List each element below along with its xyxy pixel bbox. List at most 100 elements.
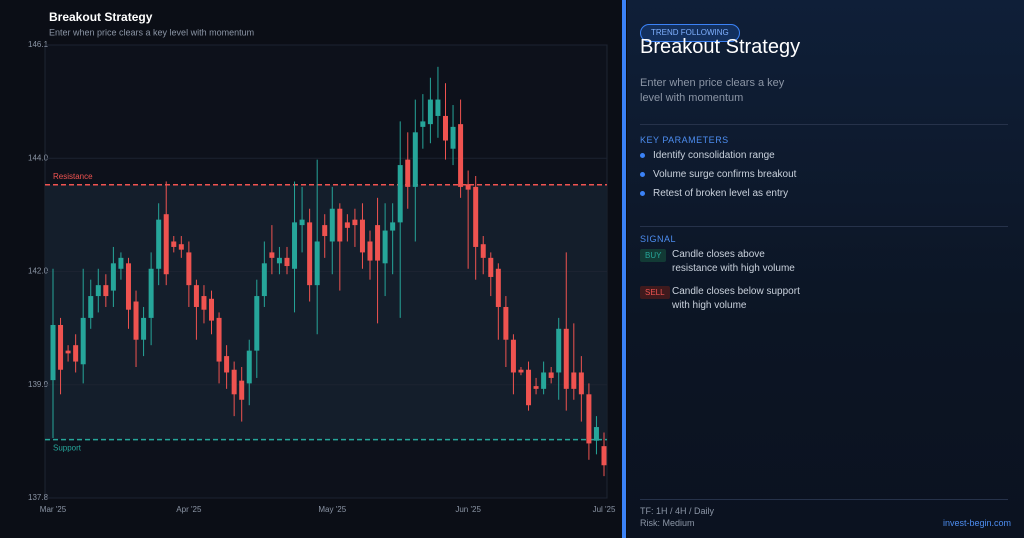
candle-body — [88, 296, 94, 318]
candle-body — [442, 115, 448, 141]
candle-body — [276, 257, 282, 264]
candle-body — [216, 317, 222, 362]
candle-body — [518, 369, 524, 373]
candle-body — [246, 350, 252, 384]
signal-text: Candle closes below support with high vo… — [672, 286, 800, 311]
separator — [640, 124, 1008, 125]
candle-body — [284, 257, 290, 267]
candle-body — [510, 339, 516, 373]
candle-body — [110, 263, 116, 291]
heading: KEY PARAMETERS — [640, 135, 729, 145]
candle-body — [80, 317, 86, 365]
candle-body — [292, 222, 298, 269]
candle-body — [224, 356, 230, 373]
candle-body — [412, 132, 418, 187]
sell-badge: SELL — [640, 286, 670, 299]
candle-body — [405, 159, 411, 187]
candle-body — [586, 394, 592, 444]
candle-body — [548, 372, 554, 378]
candle-body — [73, 345, 79, 362]
x-tick-label: Jul '25 — [593, 505, 616, 514]
candle-body — [299, 219, 305, 226]
candle-body — [473, 186, 479, 247]
candle-body — [148, 268, 154, 318]
level-label: Support — [53, 444, 82, 453]
candle-body — [133, 301, 139, 340]
candle-body — [322, 225, 328, 237]
candle-body — [344, 222, 350, 228]
candle-body — [103, 285, 109, 297]
candle-body — [352, 219, 358, 226]
candle-body — [261, 263, 267, 297]
candle-body — [458, 124, 464, 187]
candle-body — [65, 350, 71, 354]
candle-body — [156, 219, 162, 269]
candle-body — [450, 126, 456, 149]
candle-body — [186, 252, 192, 286]
parameter: Volume surge confirms breakout — [640, 169, 796, 180]
chart: Breakout Strategy Enter when price clear… — [28, 10, 616, 515]
candle-body — [239, 380, 245, 400]
candle-body — [495, 268, 501, 307]
candle-body — [307, 222, 313, 286]
candle-body — [95, 285, 101, 297]
candle-body — [163, 214, 169, 275]
candle-body — [601, 446, 607, 466]
candle-body — [201, 296, 207, 310]
candle-body — [427, 99, 433, 125]
x-tick-label: Jun '25 — [455, 505, 481, 514]
risk: Risk: Medium — [640, 518, 695, 528]
x-tick-label: Apr '25 — [176, 505, 202, 514]
chart-subtitle: Enter when price clears a key level with… — [49, 27, 254, 37]
signal-text: Candle closes above resistance with high… — [672, 249, 795, 274]
candle-body — [141, 317, 147, 340]
y-tick-label: 144.0 — [28, 153, 49, 162]
candle-body — [58, 324, 64, 370]
candle-body — [118, 257, 124, 269]
candle-body — [382, 230, 388, 264]
parameter: Identify consolidation range — [640, 150, 775, 161]
x-tick-label: May '25 — [318, 505, 346, 514]
candle-body — [593, 427, 599, 441]
candle-body — [578, 372, 584, 395]
candle-body — [480, 244, 486, 258]
candle-body — [541, 372, 547, 389]
candle-body — [337, 208, 343, 242]
buy-badge: BUY — [640, 249, 667, 262]
candle-body — [269, 252, 275, 258]
candle-body — [314, 241, 320, 286]
site: invest-begin.com — [942, 518, 1011, 528]
level-label: Resistance — [53, 172, 93, 181]
candle-body — [435, 99, 441, 116]
description: Enter when price clears a key level with… — [640, 77, 785, 104]
candle-body — [193, 285, 199, 307]
candle-body — [367, 241, 373, 261]
candle-body — [397, 165, 403, 223]
x-tick-label: Mar '25 — [40, 505, 67, 514]
side-panel: TREND FOLLOWING Breakout Strategy Enter … — [627, 0, 1024, 538]
candle-body — [488, 257, 494, 277]
y-tick-label: 142.0 — [28, 267, 49, 276]
accent-bar — [622, 0, 626, 538]
candle-body — [329, 208, 335, 242]
candle-body — [556, 328, 562, 373]
candle-body — [178, 244, 184, 250]
candle-body — [465, 184, 471, 190]
candle-body — [125, 263, 131, 310]
candle-body — [533, 386, 539, 389]
heading: SIGNAL — [640, 234, 677, 244]
tag: TREND FOLLOWING — [640, 24, 740, 42]
chart-title: Breakout Strategy — [49, 10, 153, 24]
separator — [640, 226, 1008, 227]
candle-body — [231, 369, 237, 395]
y-tick-label: 137.8 — [28, 493, 49, 502]
candle-body — [526, 369, 532, 406]
candle-body — [359, 219, 365, 253]
candle-body — [171, 241, 177, 247]
candle-body — [571, 372, 577, 389]
candle-body — [390, 222, 396, 231]
panel-title: Breakout Strategy — [640, 36, 801, 58]
timeframe: TF: 1H / 4H / Daily — [640, 506, 715, 516]
separator — [640, 499, 1008, 500]
candle-body — [503, 306, 509, 340]
